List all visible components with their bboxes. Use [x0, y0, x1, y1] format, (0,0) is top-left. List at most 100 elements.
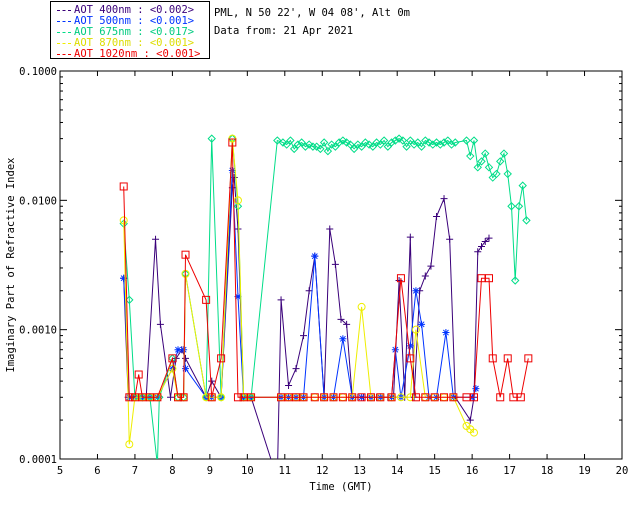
data-point-675nm: [514, 202, 524, 211]
legend-entry-870nm: AOT 870nm : <0.001>: [57, 37, 194, 49]
data-point-400nm: [427, 262, 435, 270]
site-info: PML, N 50 22', W 04 08', Alt 0m: [214, 7, 410, 19]
x-tick-label: 20: [616, 465, 629, 477]
data-point-675nm: [391, 136, 400, 145]
legend-label-500nm: AOT 500nm : <0.001>: [74, 15, 195, 27]
data-point-675nm: [417, 142, 426, 151]
x-tick-label: 7: [132, 465, 138, 477]
data-point-675nm: [338, 136, 348, 145]
legend-entry-500nm: AOT 500nm : <0.001>: [57, 15, 194, 27]
data-point-870nm: [125, 440, 134, 449]
data-point-675nm: [357, 142, 366, 151]
data-point-675nm: [319, 138, 329, 147]
data-point-675nm: [331, 142, 340, 151]
data-point-500nm: [412, 287, 420, 295]
data-point-1020nm: [449, 393, 458, 402]
data-point-1020nm: [320, 393, 329, 402]
data-point-675nm: [308, 142, 318, 151]
data-point-1020nm: [440, 393, 449, 402]
data-point-1020nm: [503, 354, 512, 363]
data-point-400nm: [440, 195, 448, 203]
data-point-675nm: [406, 136, 415, 145]
data-point-675nm: [511, 276, 520, 285]
data-point-870nm: [396, 393, 405, 402]
x-tick-label: 15: [428, 465, 441, 477]
data-point-675nm: [428, 140, 438, 149]
data-point-675nm: [466, 151, 475, 161]
data-point-500nm: [472, 385, 480, 393]
data-point-1020nm: [387, 393, 396, 402]
data-point-1020nm: [376, 393, 385, 402]
data-point-675nm: [342, 138, 351, 147]
data-point-400nm: [152, 235, 160, 243]
data-point-1020nm: [310, 393, 319, 402]
data-point-1020nm: [411, 393, 420, 402]
data-point-675nm: [372, 138, 381, 147]
legend-entry-1020nm: AOT 1020nm : <0.001>: [57, 48, 200, 60]
data-point-675nm: [447, 140, 456, 149]
x-tick-label: 10: [241, 465, 254, 477]
data-point-675nm: [353, 140, 363, 149]
data-point-500nm: [120, 274, 128, 282]
data-point-675nm: [409, 140, 419, 149]
data-point-675nm: [364, 140, 374, 149]
data-point-1020nm: [484, 274, 493, 283]
series-layer: [119, 134, 533, 468]
data-point-675nm: [301, 142, 310, 151]
data-point-675nm: [436, 140, 445, 149]
data-point-675nm: [383, 142, 393, 151]
data-point-400nm: [466, 416, 474, 424]
legend-label-870nm: AOT 870nm : <0.001>: [74, 37, 195, 49]
series-400nm: [120, 174, 493, 459]
data-point-400nm: [331, 260, 339, 268]
data-point-870nm: [217, 393, 226, 402]
data-point-1020nm: [168, 354, 177, 363]
x-tick-label: 19: [578, 465, 591, 477]
data-point-400nm: [305, 287, 313, 295]
data-point-870nm: [406, 393, 415, 402]
data-point-1020nm: [207, 393, 216, 402]
data-point-675nm: [496, 157, 505, 166]
x-tick-label: 11: [278, 465, 291, 477]
x-tick-label: 13: [353, 465, 366, 477]
data-point-400nm: [478, 242, 485, 250]
data-point-1020nm: [299, 393, 308, 402]
legend-swatch-1020nm: [57, 53, 71, 55]
data-point-675nm: [346, 140, 355, 149]
data-point-1020nm: [357, 393, 366, 402]
data-point-1020nm: [488, 354, 497, 363]
data-point-870nm: [411, 325, 420, 334]
x-tick-label: 14: [391, 465, 404, 477]
x-tick-label: 18: [541, 465, 554, 477]
data-point-870nm: [470, 428, 479, 437]
data-point-500nm: [339, 335, 347, 343]
data-point-675nm: [492, 169, 501, 179]
data-point-400nm: [234, 225, 242, 233]
data-point-500nm: [311, 252, 319, 260]
data-point-500nm: [182, 365, 190, 373]
legend-entry-400nm: AOT 400nm : <0.002>: [57, 4, 194, 16]
data-point-1020nm: [421, 393, 430, 402]
data-point-500nm: [406, 342, 414, 350]
data-point-400nm: [285, 382, 293, 390]
data-point-675nm: [402, 142, 411, 151]
data-point-500nm: [418, 320, 426, 328]
data-point-675nm: [398, 136, 408, 145]
legend-label-675nm: AOT 675nm : <0.017>: [74, 26, 195, 38]
data-point-1020nm: [174, 393, 183, 402]
data-point-1020nm: [134, 370, 143, 379]
data-point-400nm: [337, 315, 345, 323]
data-point-1020nm: [179, 393, 188, 402]
data-point-675nm: [282, 140, 291, 149]
data-point-870nm: [233, 196, 242, 205]
legend-swatch-675nm: [57, 31, 71, 33]
data-point-675nm: [154, 461, 161, 468]
data-point-675nm: [477, 157, 486, 166]
data-point-675nm: [421, 136, 430, 145]
data-point-675nm: [484, 163, 494, 172]
x-tick-label: 6: [94, 465, 100, 477]
data-point-675nm: [361, 138, 370, 147]
y-axis-label: Imaginary Part of Refractive Index: [5, 158, 17, 373]
data-point-675nm: [379, 136, 389, 145]
